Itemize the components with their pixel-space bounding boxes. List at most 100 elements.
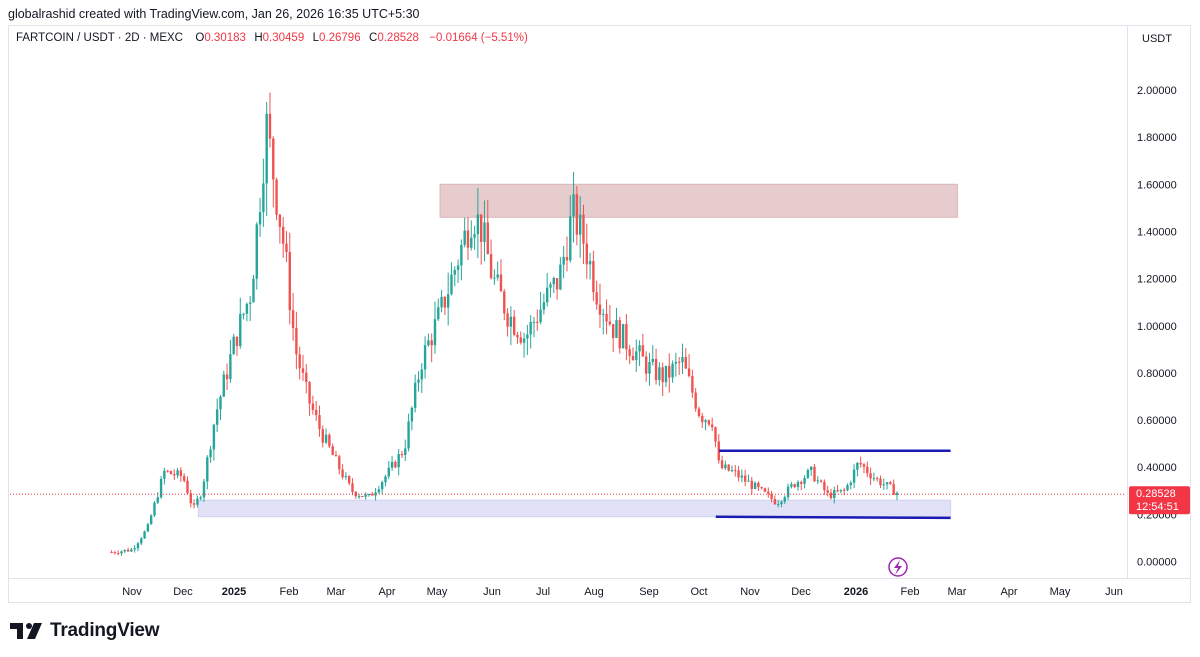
y-tick-label: 1.60000 (1137, 179, 1177, 191)
candle (809, 466, 813, 476)
candle (691, 369, 694, 398)
candle (720, 455, 724, 470)
candle (701, 412, 704, 428)
candle (727, 464, 730, 472)
candle (866, 461, 869, 478)
candle (311, 395, 315, 415)
y-tick-label: 0.40000 (1137, 462, 1177, 474)
candle (427, 333, 430, 347)
candle (793, 483, 796, 489)
high-label: H (254, 32, 263, 44)
candle (110, 550, 113, 554)
candle (760, 486, 763, 490)
candle (552, 276, 555, 294)
candle (496, 261, 499, 281)
candle (522, 332, 526, 358)
candle (163, 467, 166, 485)
candle (133, 545, 136, 553)
candle (321, 425, 324, 448)
candle (272, 136, 275, 208)
symbol-legend[interactable]: FARTCOIN / USDT · 2D · MEXC O0.30183 H0.… (16, 32, 528, 44)
candle (783, 495, 786, 504)
candle (212, 423, 216, 461)
candle (859, 456, 862, 468)
candle (130, 547, 133, 553)
candle (674, 352, 678, 377)
candle (443, 295, 447, 316)
candle (123, 549, 126, 553)
close-label: C (369, 32, 378, 44)
candle (189, 489, 192, 508)
x-tick-label: Dec (173, 586, 193, 598)
currency-label[interactable]: USDT (1142, 33, 1172, 45)
candle (578, 196, 582, 258)
candle (714, 426, 717, 448)
candle (635, 339, 638, 372)
candle (384, 474, 387, 487)
candle (308, 381, 311, 417)
low-value: 0.26796 (319, 32, 361, 44)
candle (529, 315, 532, 349)
candle (374, 488, 377, 501)
lightning-bolt-glyph (894, 560, 902, 575)
candle (420, 363, 423, 394)
candle (430, 333, 433, 363)
candle (707, 419, 711, 427)
candle (209, 445, 212, 463)
candle (668, 353, 671, 393)
candle (252, 274, 255, 303)
candle (364, 492, 367, 500)
candle (466, 217, 470, 261)
x-tick-label: Apr (1000, 586, 1017, 598)
candle (440, 289, 443, 313)
candle (862, 462, 866, 474)
candle (493, 269, 496, 285)
candle (140, 537, 143, 546)
candle (730, 465, 734, 473)
candle (615, 307, 618, 339)
y-tick-label: 1.40000 (1137, 226, 1177, 238)
candle (559, 257, 562, 291)
candle (641, 333, 645, 357)
candle (829, 488, 833, 500)
y-tick-label: 2.00000 (1137, 85, 1177, 97)
candle (291, 293, 295, 341)
candle (549, 281, 552, 298)
candle (453, 266, 456, 287)
candle (176, 468, 179, 479)
candle (380, 480, 384, 495)
candle (710, 417, 714, 431)
candle (833, 486, 836, 504)
candle (697, 406, 701, 418)
candle (377, 485, 381, 495)
candle (724, 460, 727, 471)
chart-frame (8, 25, 1191, 603)
x-tick-label: Mar (327, 586, 346, 598)
candle (199, 495, 202, 501)
candle (545, 272, 549, 307)
x-tick-label: Jul (536, 586, 550, 598)
candle (116, 550, 120, 556)
candle (651, 345, 654, 366)
candle (295, 311, 298, 370)
candle (717, 434, 720, 464)
candle (235, 336, 239, 356)
candle (569, 195, 572, 263)
candle (222, 370, 225, 397)
candle (753, 481, 757, 490)
candle (856, 461, 859, 477)
candle (506, 308, 509, 337)
y-tick-label: 1.20000 (1137, 274, 1177, 286)
x-tick-label: 2026 (844, 586, 868, 598)
candle (836, 484, 839, 493)
candle (499, 259, 503, 292)
chart-attribution: globalrashid created with TradingView.co… (8, 7, 420, 21)
candle (770, 490, 773, 503)
candle (536, 309, 539, 331)
y-tick-label: 1.80000 (1137, 132, 1177, 144)
brand-name: TradingView (50, 620, 160, 641)
candle (463, 217, 466, 248)
candle (562, 245, 565, 279)
candle (387, 460, 390, 480)
